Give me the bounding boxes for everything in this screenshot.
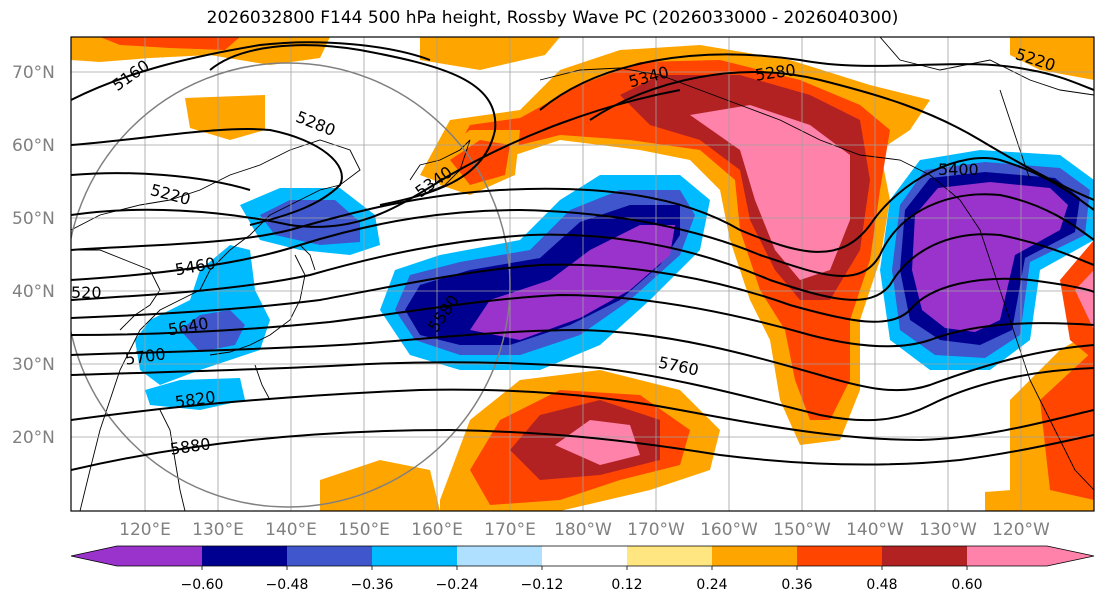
lon-label: 150°E [338, 520, 390, 540]
lat-label: 40°N [12, 282, 55, 302]
colorbar-segment [712, 546, 797, 566]
colorbar-segment [457, 546, 542, 566]
colorbar-segment [797, 546, 882, 566]
colorbar-tick-label: −0.36 [351, 577, 394, 593]
anomaly-shading [71, 37, 1094, 511]
negative-anomaly-region [470, 225, 675, 340]
colorbar-segment [882, 546, 967, 566]
lat-label: 70°N [12, 63, 55, 83]
lat-label: 60°N [12, 136, 55, 156]
lon-label: 120°E [119, 520, 171, 540]
map-panel: 5160 5280 5220 5340 5340 5280 5220 5400 … [70, 36, 1095, 512]
positive-anomaly-region [1040, 350, 1094, 500]
reference-circle [71, 62, 511, 508]
colorbar-segment [627, 546, 712, 566]
colorbar-outline [70, 545, 1095, 567]
colorbar-tick-label: −0.24 [436, 577, 479, 593]
latitude-labels: 70°N 60°N 50°N 40°N 30°N 20°N [12, 63, 55, 448]
lon-label: 180°W [554, 520, 612, 540]
colorbar-tick-label: 0.24 [696, 577, 727, 593]
colorbar-tick-label: −0.60 [181, 577, 224, 593]
colorbar-segment [117, 546, 202, 566]
lon-label: 130°E [192, 520, 244, 540]
map-title: 2026032800 F144 500 hPa height, Rossby W… [206, 8, 899, 28]
positive-anomaly-region [1060, 240, 1094, 360]
positive-anomaly-region [1010, 37, 1094, 80]
colorbar-segment [1047, 546, 1094, 566]
colorbar-tick-label: −0.48 [266, 577, 309, 593]
colorbar-tick-label: −0.12 [521, 577, 564, 593]
positive-anomaly-region [690, 105, 850, 280]
contour-label: 5400 [938, 160, 979, 179]
colorbar-tick-label: 0.12 [611, 577, 642, 593]
colorbar-tick-label: 0.60 [951, 577, 982, 593]
colorbar-segment [202, 546, 287, 566]
negative-anomaly-region [145, 378, 245, 410]
positive-anomaly-region [555, 420, 640, 465]
lon-label: 130°W [919, 520, 977, 540]
colorbar-tick-label: 0.36 [781, 577, 812, 593]
lon-label: 150°W [773, 520, 831, 540]
negative-anomaly-region [260, 200, 360, 245]
lon-label: 140°W [846, 520, 904, 540]
longitude-labels: 120°E 130°E 140°E 150°E 160°E 170°E 180°… [119, 520, 1050, 540]
lon-label: 170°E [484, 520, 536, 540]
positive-anomaly-region [100, 37, 240, 50]
colorbar-segment [287, 546, 372, 566]
contour-label: 520 [71, 283, 102, 302]
lat-label: 50°N [12, 209, 55, 229]
colorbar: −0.60 −0.48 −0.36 −0.24 −0.12 0.12 0.24 … [70, 545, 1095, 593]
colorbar-ticks [201, 566, 968, 570]
lon-label: 160°W [700, 520, 758, 540]
colorbar-tick-label: 0.48 [866, 577, 897, 593]
lat-label: 30°N [12, 355, 55, 375]
lon-label: 140°E [265, 520, 317, 540]
positive-anomaly-region [985, 488, 1040, 511]
positive-anomaly-region [420, 37, 560, 70]
lon-label: 120°W [992, 520, 1050, 540]
colorbar-segment [967, 546, 1047, 566]
lat-label: 20°N [12, 428, 55, 448]
negative-anomaly-region [912, 182, 1068, 332]
lon-label: 160°E [411, 520, 463, 540]
lon-label: 170°W [627, 520, 685, 540]
colorbar-segment [71, 546, 117, 566]
map-frame [70, 36, 1095, 512]
height-contours [71, 41, 1094, 471]
colorbar-segment [542, 546, 627, 566]
positive-anomaly-region [1075, 270, 1094, 330]
colorbar-segment [372, 546, 457, 566]
